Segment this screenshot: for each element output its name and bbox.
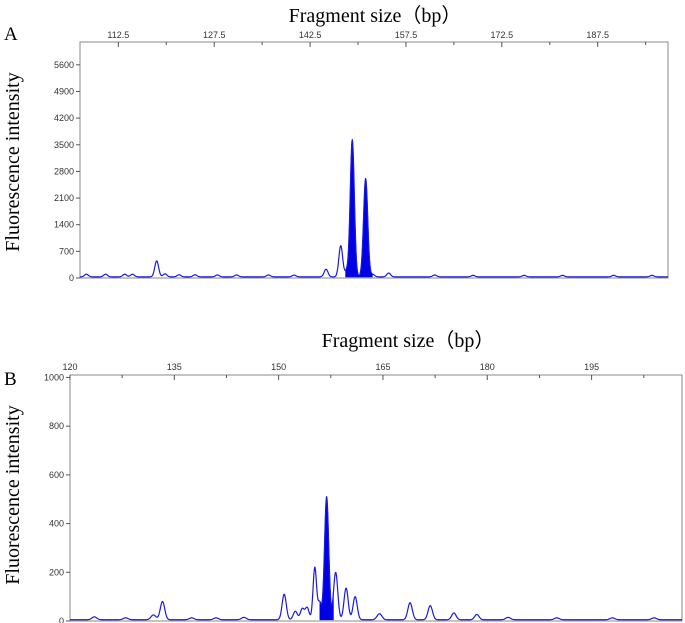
panel-b-letter: B [4, 369, 17, 390]
y-tick-label: 2100 [54, 193, 74, 203]
x-tick-label: 180 [480, 362, 495, 372]
panel-a-y-axis: 0 700 1400 2100 2800 3500 4200 4900 5600 [54, 60, 80, 283]
panel-a-xlabel: Fragment size（bp） [289, 4, 462, 27]
y-tick-label: 800 [49, 421, 64, 431]
y-tick-label: 600 [49, 470, 64, 480]
x-tick-label: 142.5 [299, 30, 322, 40]
y-tick-label: 4900 [54, 86, 74, 96]
y-tick-label: 0 [59, 616, 64, 623]
y-tick-label: 1400 [54, 220, 74, 230]
x-tick-label: 135 [167, 362, 182, 372]
panel-b-trace [69, 496, 683, 621]
x-tick-label: 195 [584, 362, 599, 372]
panel-a-trace [79, 139, 669, 278]
x-tick-label: 150 [271, 362, 286, 372]
y-tick-label: 2800 [54, 166, 74, 176]
y-tick-label: 200 [49, 567, 64, 577]
panel-a-letter: A [4, 24, 18, 45]
y-tick-label: 3500 [54, 140, 74, 150]
y-tick-label: 700 [59, 246, 74, 256]
y-tick-label: 400 [49, 519, 64, 529]
x-tick-label: 165 [375, 362, 390, 372]
panel-a-ylabel: Fluorescence intensity [2, 72, 24, 251]
panel-b-xlabel: Fragment size（bp） [322, 329, 495, 352]
x-tick-label: 157.5 [395, 30, 418, 40]
panel-b-x-axis: 120 135 150 165 180 195 [62, 362, 645, 380]
panel-b-ylabel: Fluorescence intensity [2, 405, 24, 584]
panel-a-x-axis: 112.5 127.5 142.5 157.5 172.5 187.5 [107, 30, 647, 47]
x-tick-label: 112.5 [107, 30, 129, 40]
x-tick-label: 127.5 [203, 30, 226, 40]
panel-b: Fragment size（bp） B Fluorescence intensi… [2, 329, 683, 623]
y-tick-label: 5600 [54, 60, 74, 70]
panel-a: Fragment size（bp） A Fluorescence intensi… [2, 4, 669, 283]
panel-b-plot-frame [69, 374, 683, 622]
panel-b-y-axis: 0 200 400 600 800 1000 [44, 372, 70, 623]
y-tick-label: 0 [69, 273, 74, 283]
x-tick-label: 172.5 [491, 30, 514, 40]
y-tick-label: 4200 [54, 113, 74, 123]
panel-a-plot-frame [79, 41, 669, 279]
x-tick-label: 120 [62, 362, 77, 372]
x-tick-label: 187.5 [586, 30, 609, 40]
y-tick-label: 1000 [44, 372, 64, 382]
